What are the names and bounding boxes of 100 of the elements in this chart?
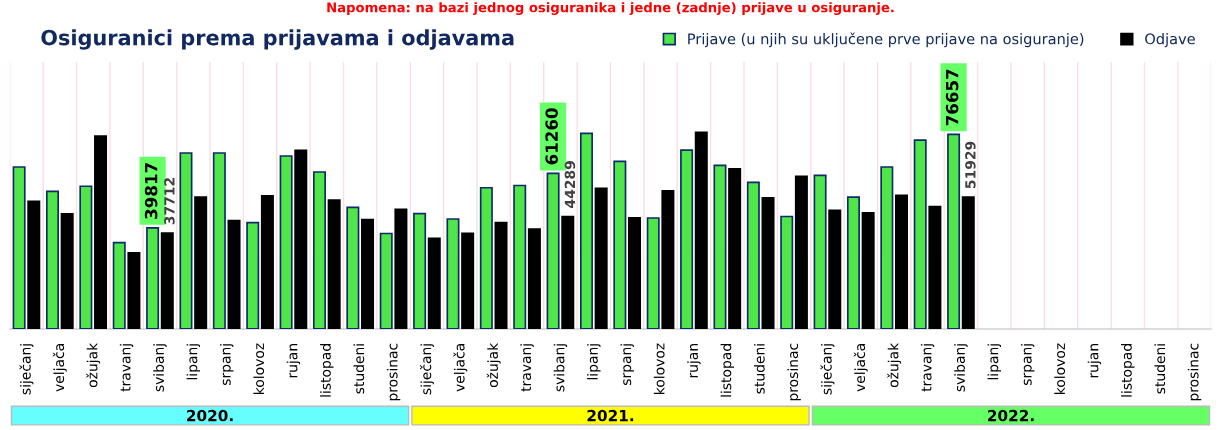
bar bbox=[628, 216, 642, 329]
bar bbox=[12, 166, 26, 329]
x-tick-label: svibanj bbox=[954, 344, 968, 392]
x-tick-label: svibanj bbox=[153, 344, 167, 392]
bar bbox=[961, 196, 975, 329]
x-tick-label: studeni bbox=[353, 344, 365, 394]
bar bbox=[327, 199, 341, 329]
x-tick-label: srpanj bbox=[219, 344, 234, 386]
x-tick-label: travanj bbox=[520, 344, 534, 392]
x-tick-label: srpanj bbox=[1020, 344, 1035, 386]
text: 2022. bbox=[988, 409, 1034, 422]
bar bbox=[646, 217, 660, 329]
chart-title: Osiguranici prema prijavama i odjavama bbox=[41, 29, 514, 50]
bar bbox=[728, 167, 742, 329]
x-tick-label: lipanj bbox=[587, 344, 601, 380]
bar bbox=[179, 152, 193, 329]
bar bbox=[413, 212, 427, 329]
bar bbox=[227, 219, 241, 329]
bar bbox=[527, 228, 541, 329]
bar bbox=[346, 206, 360, 329]
bar bbox=[880, 166, 894, 329]
bar bbox=[680, 149, 694, 329]
data-label: 51929 bbox=[965, 141, 976, 189]
bar bbox=[194, 196, 208, 329]
x-tick-label: travanj bbox=[119, 344, 134, 392]
bar bbox=[828, 209, 842, 329]
x-tick-label: kolovoz bbox=[253, 343, 265, 394]
bar bbox=[294, 149, 308, 329]
text: Napomena: na bazi jednog osiguranika i jedne (zadnje) prijave u osiguranje. bbox=[327, 2, 894, 16]
x-tick-label: lipanj bbox=[987, 344, 1002, 380]
x-tick-label: ožujak bbox=[86, 342, 101, 388]
x-tick-label: prosinac bbox=[386, 343, 401, 401]
bar bbox=[379, 232, 393, 329]
x-tick-label: siječanj bbox=[419, 344, 434, 395]
legend-label: Odjave bbox=[1145, 33, 1195, 48]
x-tick-label: rujan bbox=[1087, 344, 1102, 378]
legend-label: Prijave (u njih su uključene prve prijave na osiguranje) bbox=[688, 32, 1084, 48]
bar bbox=[846, 196, 860, 329]
bar bbox=[361, 218, 375, 329]
x-tick-label: listopad bbox=[720, 344, 735, 397]
x-tick-label: svibanj bbox=[553, 344, 568, 392]
x-tick-label: lipanj bbox=[186, 344, 201, 380]
bar bbox=[446, 218, 460, 329]
bar bbox=[45, 190, 59, 329]
bar bbox=[895, 194, 909, 329]
bar bbox=[427, 237, 441, 329]
x-tick-label: veljača bbox=[52, 344, 67, 392]
bar bbox=[746, 181, 760, 329]
x-tick-label: studeni bbox=[1154, 344, 1166, 394]
bar bbox=[212, 152, 226, 329]
bar bbox=[913, 139, 927, 329]
bar bbox=[861, 212, 875, 329]
bar bbox=[394, 208, 408, 329]
x-tick-label: siječanj bbox=[19, 344, 34, 395]
text: 2020. bbox=[187, 409, 233, 422]
bar bbox=[312, 171, 326, 329]
bar bbox=[112, 241, 126, 329]
bar bbox=[94, 135, 108, 329]
data-label: 76657 bbox=[945, 69, 959, 126]
bar bbox=[594, 187, 608, 329]
x-tick-label: prosinac bbox=[1187, 343, 1202, 401]
bar bbox=[661, 189, 675, 329]
bar bbox=[79, 185, 93, 329]
bar bbox=[780, 215, 794, 329]
bar bbox=[513, 184, 527, 329]
bar bbox=[613, 160, 627, 329]
bar bbox=[761, 197, 775, 329]
bar bbox=[60, 213, 74, 329]
bar bbox=[461, 232, 475, 329]
bar bbox=[794, 175, 808, 329]
bar bbox=[27, 200, 41, 329]
bar bbox=[713, 164, 727, 329]
x-tick-label: prosinac bbox=[787, 343, 801, 401]
x-tick-label: ožujak bbox=[486, 342, 501, 388]
x-tick-label: kolovoz bbox=[1054, 343, 1066, 394]
x-tick-label: veljača bbox=[453, 344, 468, 392]
bar bbox=[127, 251, 141, 329]
data-label: 61260 bbox=[545, 108, 558, 165]
bar bbox=[928, 205, 942, 329]
bar bbox=[246, 221, 260, 329]
x-tick-label: studeni bbox=[753, 344, 765, 394]
bar bbox=[279, 155, 293, 329]
bar bbox=[579, 132, 593, 329]
x-tick-label: siječanj bbox=[820, 344, 835, 395]
bar bbox=[813, 174, 827, 329]
bar bbox=[479, 186, 493, 329]
data-label: 39817 bbox=[144, 163, 158, 219]
bar bbox=[694, 131, 708, 329]
x-tick-label: listopad bbox=[1121, 344, 1135, 397]
x-tick-label: travanj bbox=[920, 344, 935, 392]
data-label: 44289 bbox=[564, 161, 576, 208]
bar bbox=[160, 232, 174, 329]
x-tick-label: rujan bbox=[687, 344, 701, 378]
x-tick-label: ožujak bbox=[887, 342, 902, 388]
text: 2021. bbox=[587, 409, 634, 422]
x-tick-label: listopad bbox=[320, 344, 334, 397]
bar bbox=[260, 195, 274, 329]
x-tick-label: rujan bbox=[286, 344, 301, 378]
bar bbox=[561, 215, 575, 329]
data-label: 37712 bbox=[164, 178, 175, 225]
